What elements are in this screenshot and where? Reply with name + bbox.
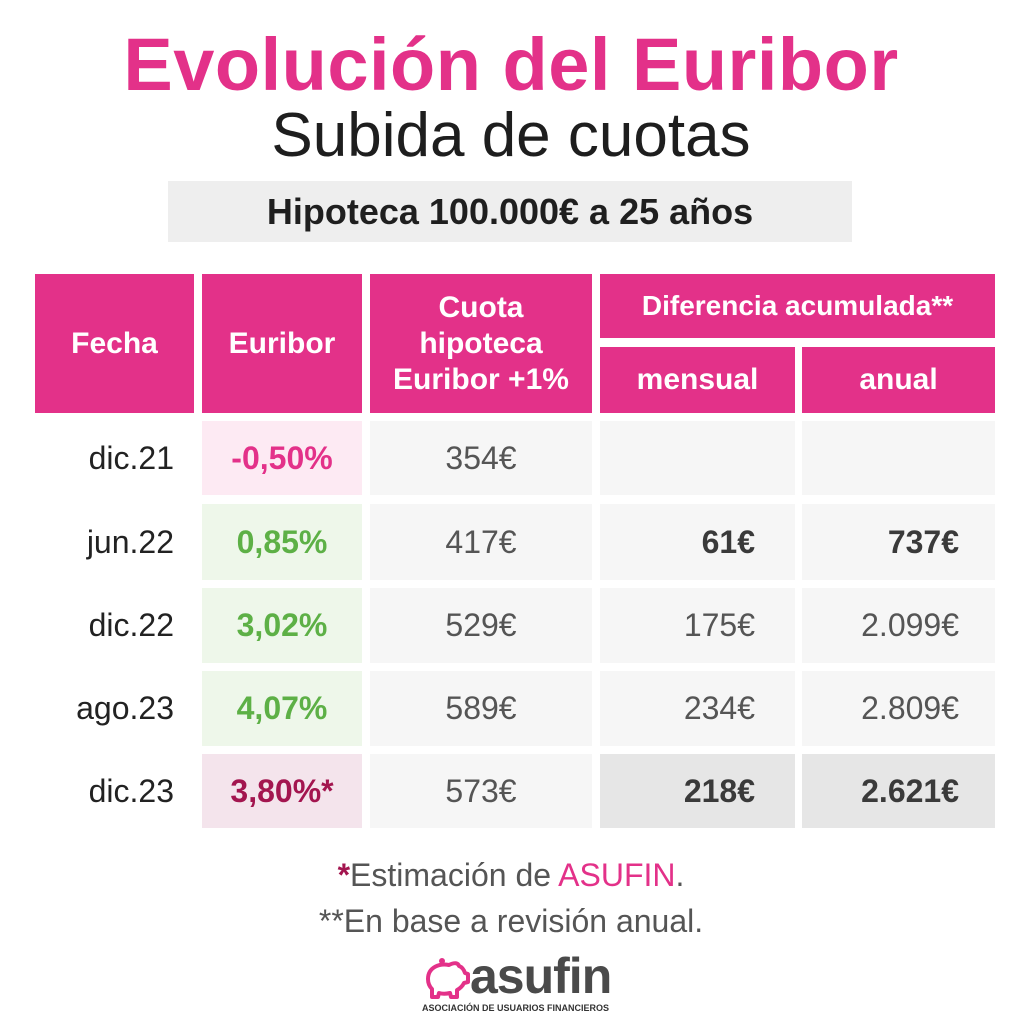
row-cuota: 529€ <box>370 588 592 663</box>
row-mensual: 218€ <box>600 754 795 828</box>
row-anual: 737€ <box>802 504 995 580</box>
header-mensual: mensual <box>600 347 795 413</box>
header-euribor: Euribor <box>202 274 362 413</box>
row-anual <box>802 421 995 495</box>
footnote-revision: **En base a revisión anual. <box>318 903 704 939</box>
row-cuota: 573€ <box>370 754 592 828</box>
row-cuota: 589€ <box>370 671 592 746</box>
row-fecha: ago.23 <box>76 690 174 726</box>
logo-subtitle: ASOCIACIÓN DE USUARIOS FINANCIEROS <box>422 1003 610 1013</box>
row-anual: 2.621€ <box>802 754 995 828</box>
row-euribor: 3,80%* <box>202 754 362 828</box>
row-anual: 2.099€ <box>802 588 995 663</box>
footnote-asterisk: * <box>337 857 351 893</box>
footnote-estimate: *Estimación de ASUFIN. <box>0 857 1022 894</box>
header-cuota-line2: hipoteca <box>419 326 543 360</box>
row-mensual: 234€ <box>600 671 795 746</box>
header-diferencia: Diferencia acumulada** <box>600 274 995 338</box>
page-title: Evolución del Euribor <box>123 23 899 106</box>
row-fecha: dic.22 <box>88 607 174 643</box>
row-cuota: 354€ <box>370 421 592 495</box>
header-cuota: Cuota hipoteca Euribor +1% <box>370 274 592 413</box>
footnote-estimate-text: Estimación de <box>350 857 559 893</box>
row-euribor: 3,02% <box>202 588 362 663</box>
header-cuota-line3: Euribor +1% <box>393 362 569 396</box>
logo-wordmark: asufin <box>470 948 612 1004</box>
asufin-logo: asufin ASOCIACIÓN DE USUARIOS FINANCIERO… <box>422 948 612 1015</box>
mortgage-label: Hipoteca 100.000€ a 25 años <box>168 181 852 242</box>
row-mensual: 61€ <box>600 504 795 580</box>
row-mensual <box>600 421 795 495</box>
row-euribor: -0,50% <box>202 421 362 495</box>
row-fecha: dic.21 <box>88 439 174 476</box>
row-fecha: jun.22 <box>86 523 174 560</box>
page-subtitle: Subida de cuotas <box>271 101 751 170</box>
row-mensual: 175€ <box>600 588 795 663</box>
header-cuota-line1: Cuota <box>438 290 524 324</box>
header-fecha: Fecha <box>35 274 194 413</box>
row-euribor: 4,07% <box>202 671 362 746</box>
header-anual: anual <box>802 347 995 413</box>
footnote-brand: ASUFIN <box>558 857 676 893</box>
row-euribor: 0,85% <box>202 504 362 580</box>
footnote-period: . <box>675 857 685 893</box>
row-cuota: 417€ <box>370 504 592 580</box>
row-fecha: dic.23 <box>88 772 174 809</box>
row-anual: 2.809€ <box>802 671 995 746</box>
piggy-bank-icon <box>426 958 470 999</box>
